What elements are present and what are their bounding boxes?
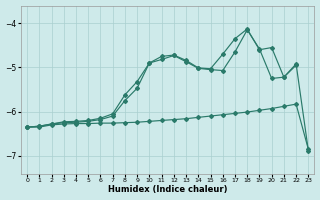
X-axis label: Humidex (Indice chaleur): Humidex (Indice chaleur) <box>108 185 228 194</box>
